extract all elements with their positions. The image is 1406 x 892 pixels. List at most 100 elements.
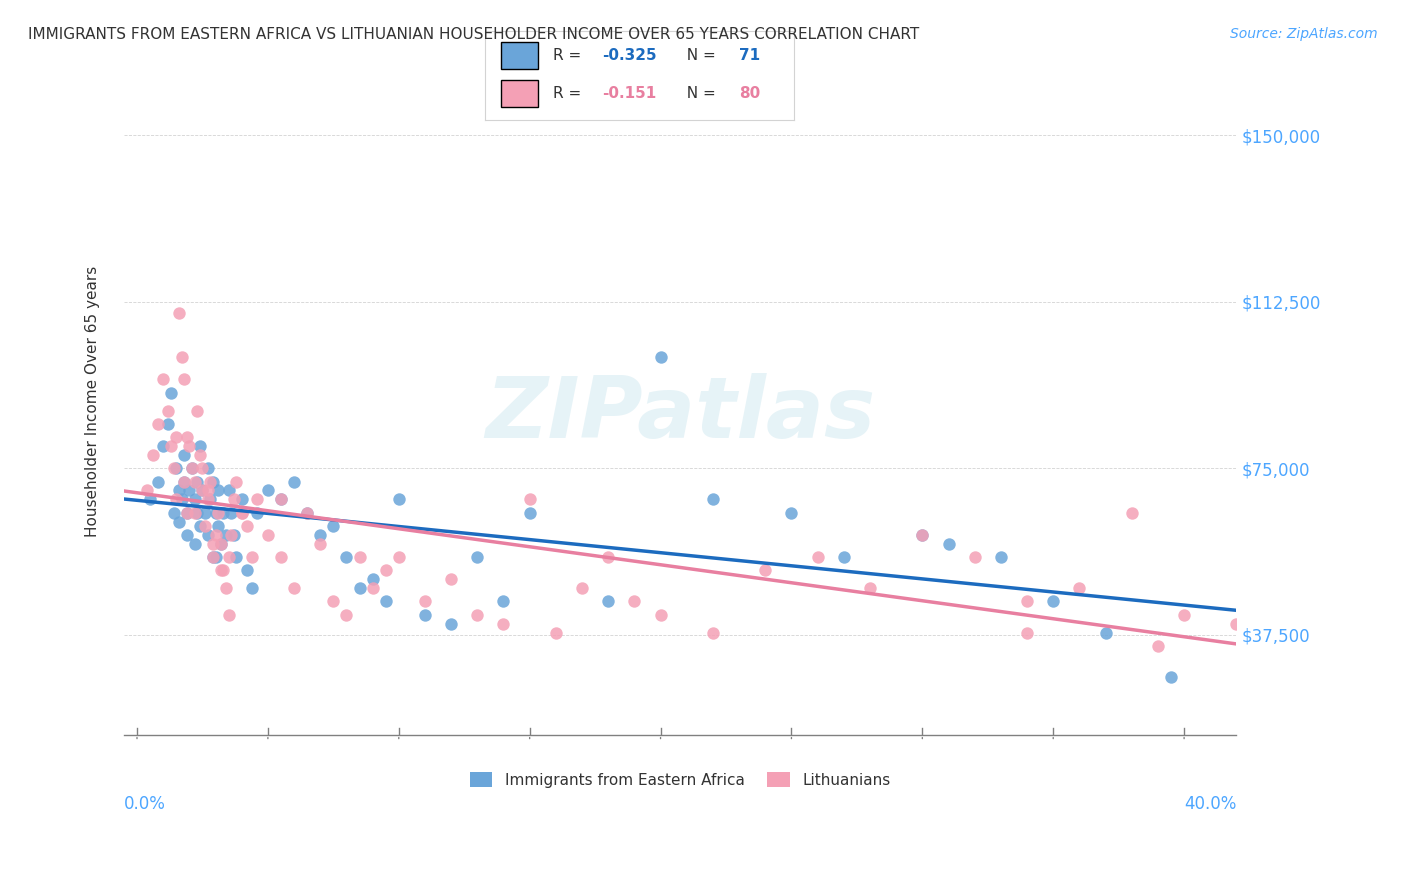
Point xyxy=(225,550,247,565)
Point xyxy=(911,528,934,542)
Point xyxy=(160,385,183,400)
Point xyxy=(146,417,169,431)
Point xyxy=(200,475,222,489)
Text: 71: 71 xyxy=(738,48,759,62)
Point xyxy=(218,483,240,498)
Legend: Immigrants from Eastern Africa, Lithuanians: Immigrants from Eastern Africa, Lithuani… xyxy=(464,765,897,794)
Point xyxy=(207,483,229,498)
Point xyxy=(197,461,219,475)
Point xyxy=(374,563,396,577)
Text: -0.151: -0.151 xyxy=(603,87,657,101)
Point xyxy=(650,607,672,622)
Point xyxy=(236,563,259,577)
Point xyxy=(197,483,219,498)
Point xyxy=(911,528,934,542)
Point xyxy=(167,306,190,320)
Point xyxy=(222,528,245,542)
Point xyxy=(859,581,882,595)
Point xyxy=(413,594,436,608)
Point xyxy=(222,492,245,507)
Text: N =: N = xyxy=(676,48,720,62)
Point xyxy=(167,515,190,529)
Point xyxy=(201,550,224,565)
Point xyxy=(200,492,222,507)
Point xyxy=(191,483,214,498)
Point xyxy=(204,506,226,520)
Point xyxy=(197,492,219,507)
Point xyxy=(246,492,269,507)
Text: N =: N = xyxy=(676,87,720,101)
Point xyxy=(295,506,318,520)
Point xyxy=(173,448,195,462)
Point xyxy=(440,572,463,586)
Point xyxy=(231,492,253,507)
Point xyxy=(598,594,620,608)
Point xyxy=(702,492,724,507)
Point xyxy=(519,492,541,507)
Point xyxy=(209,537,232,551)
Text: 80: 80 xyxy=(738,87,761,101)
Point xyxy=(146,475,169,489)
Y-axis label: Householder Income Over 65 years: Householder Income Over 65 years xyxy=(86,266,100,537)
Point xyxy=(165,461,187,475)
Point xyxy=(1042,594,1064,608)
Point xyxy=(240,581,263,595)
Point xyxy=(1069,581,1091,595)
Point xyxy=(361,572,384,586)
Point xyxy=(219,528,242,542)
Point xyxy=(201,537,224,551)
Point xyxy=(188,519,211,533)
Point xyxy=(170,350,193,364)
Point xyxy=(1173,607,1195,622)
Point xyxy=(231,506,253,520)
Point xyxy=(309,528,332,542)
Point xyxy=(218,550,240,565)
Point xyxy=(157,417,180,431)
Point xyxy=(571,581,593,595)
Point xyxy=(492,594,515,608)
Point xyxy=(181,461,204,475)
Point xyxy=(322,594,344,608)
Point xyxy=(1094,625,1116,640)
Point xyxy=(183,537,205,551)
Point xyxy=(194,519,217,533)
Point xyxy=(167,483,190,498)
Point xyxy=(183,506,205,520)
Point xyxy=(544,625,567,640)
Point xyxy=(188,439,211,453)
Point xyxy=(257,483,280,498)
Text: 0.0%: 0.0% xyxy=(124,795,166,813)
Point xyxy=(270,550,292,565)
Point xyxy=(183,492,205,507)
Point xyxy=(623,594,645,608)
Point xyxy=(152,439,174,453)
Point xyxy=(938,537,960,551)
Point xyxy=(207,506,229,520)
Point xyxy=(832,550,855,565)
Point xyxy=(165,492,187,507)
Point xyxy=(176,528,198,542)
Text: Source: ZipAtlas.com: Source: ZipAtlas.com xyxy=(1230,27,1378,41)
Point xyxy=(197,528,219,542)
Text: R =: R = xyxy=(553,87,586,101)
Point xyxy=(176,506,198,520)
Point xyxy=(136,483,159,498)
Point xyxy=(807,550,830,565)
Point xyxy=(270,492,292,507)
Point xyxy=(179,439,201,453)
Point xyxy=(1121,506,1143,520)
Point xyxy=(519,506,541,520)
Point xyxy=(295,506,318,520)
Point xyxy=(349,550,371,565)
Point xyxy=(176,506,198,520)
Point xyxy=(963,550,986,565)
Point xyxy=(212,563,235,577)
Point xyxy=(374,594,396,608)
Point xyxy=(186,403,208,417)
Point xyxy=(257,528,280,542)
Point xyxy=(215,581,238,595)
Point xyxy=(598,550,620,565)
Point xyxy=(160,439,183,453)
Point xyxy=(246,506,269,520)
Point xyxy=(754,563,776,577)
